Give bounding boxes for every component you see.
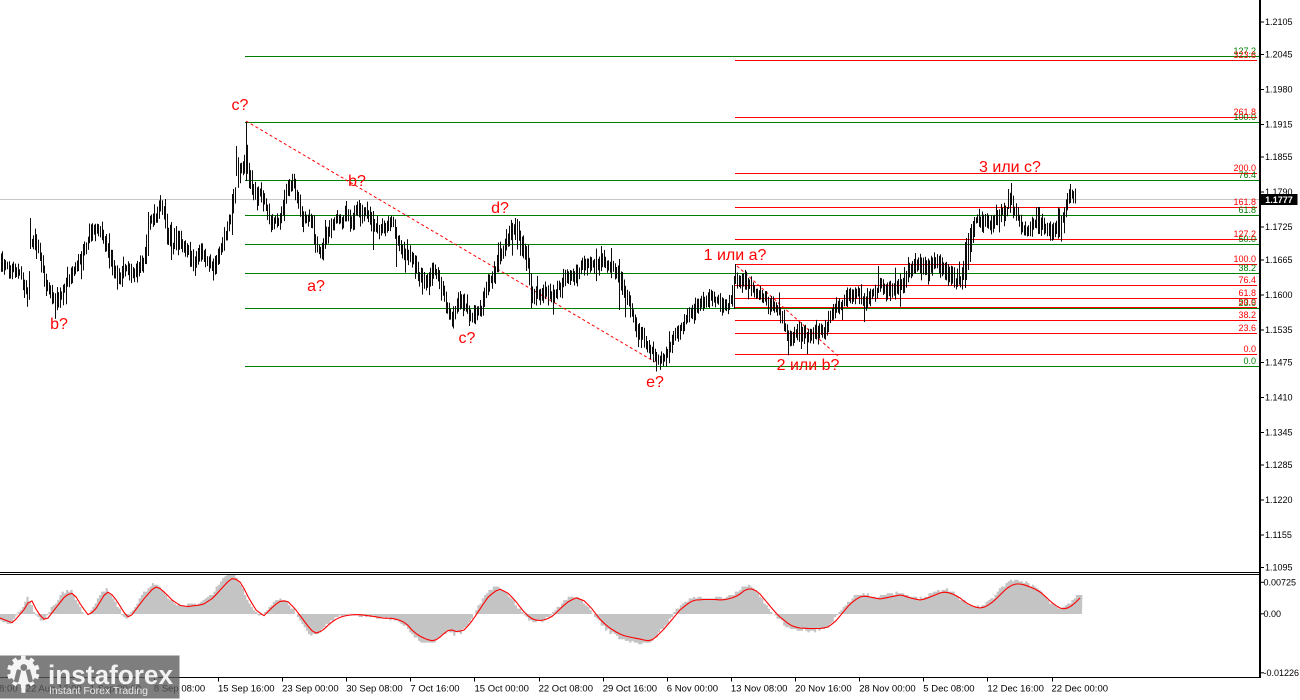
svg-text:100.0: 100.0 — [1233, 112, 1256, 122]
svg-text:261.8: 261.8 — [1233, 107, 1256, 117]
svg-text:b?: b? — [348, 173, 366, 190]
svg-text:1.2105: 1.2105 — [1265, 17, 1293, 27]
svg-text:50.0: 50.0 — [1238, 297, 1256, 307]
svg-text:0.00: 0.00 — [1264, 609, 1282, 619]
svg-text:23.6: 23.6 — [1238, 298, 1256, 308]
svg-text:29 Oct 16:00: 29 Oct 16:00 — [603, 684, 657, 695]
svg-text:22 Dec 00:00: 22 Dec 00:00 — [1052, 684, 1109, 695]
svg-text:c?: c? — [459, 330, 476, 347]
svg-text:0.0: 0.0 — [1243, 344, 1256, 354]
svg-text:76.4: 76.4 — [1238, 170, 1256, 180]
svg-text:1.1285: 1.1285 — [1265, 460, 1293, 470]
svg-text:0.0: 0.0 — [1243, 356, 1256, 366]
svg-text:1.1725: 1.1725 — [1265, 222, 1293, 232]
svg-text:61.8: 61.8 — [1238, 205, 1256, 215]
svg-text:1.1855: 1.1855 — [1265, 152, 1293, 162]
svg-text:30 Sep 08:00: 30 Sep 08:00 — [346, 684, 403, 695]
svg-text:instaforex: instaforex — [48, 660, 173, 690]
svg-text:c?: c? — [232, 97, 249, 114]
svg-text:127.2: 127.2 — [1233, 229, 1256, 239]
svg-text:50.0: 50.0 — [1238, 234, 1256, 244]
svg-text:1.1345: 1.1345 — [1265, 428, 1293, 438]
svg-text:127.2: 127.2 — [1233, 46, 1256, 56]
svg-text:3 или c?: 3 или c? — [979, 159, 1041, 176]
svg-text:1 или a?: 1 или a? — [704, 247, 767, 264]
svg-text:61.8: 61.8 — [1238, 288, 1256, 298]
svg-text:1.1475: 1.1475 — [1265, 358, 1293, 368]
svg-text:38.2: 38.2 — [1238, 310, 1256, 320]
svg-text:200.0: 200.0 — [1233, 163, 1256, 173]
svg-text:1.1095: 1.1095 — [1265, 563, 1293, 573]
svg-text:15 Sep 16:00: 15 Sep 16:00 — [218, 684, 275, 695]
svg-text:d?: d? — [491, 200, 509, 217]
svg-text:161.8: 161.8 — [1233, 197, 1256, 207]
svg-text:1.1665: 1.1665 — [1265, 255, 1293, 265]
svg-text:13 Nov 08:00: 13 Nov 08:00 — [731, 684, 788, 695]
svg-text:a?: a? — [307, 278, 325, 295]
svg-text:-0.01226: -0.01226 — [1264, 668, 1300, 678]
svg-text:38.2: 38.2 — [1238, 263, 1256, 273]
svg-text:1.1980: 1.1980 — [1265, 85, 1293, 95]
svg-text:1.1410: 1.1410 — [1265, 393, 1293, 403]
svg-text:8 Sep 08:00: 8 Sep 08:00 — [154, 684, 205, 695]
svg-text:0.00725: 0.00725 — [1264, 578, 1297, 588]
svg-text:1.1535: 1.1535 — [1265, 325, 1293, 335]
svg-text:1.1220: 1.1220 — [1265, 495, 1293, 505]
svg-text:e?: e? — [646, 374, 664, 391]
svg-text:b?: b? — [50, 316, 68, 333]
svg-text:2 или b?: 2 или b? — [777, 357, 840, 374]
svg-text:23 Sep 00:00: 23 Sep 00:00 — [282, 684, 339, 695]
svg-text:1.1915: 1.1915 — [1265, 120, 1293, 130]
svg-text:1.1777: 1.1777 — [1265, 195, 1293, 205]
svg-text:20 Nov 16:00: 20 Nov 16:00 — [795, 684, 852, 695]
svg-text:323.6: 323.6 — [1233, 50, 1256, 60]
svg-text:12 Dec 16:00: 12 Dec 16:00 — [987, 684, 1044, 695]
svg-text:6 Nov 00:00: 6 Nov 00:00 — [667, 684, 718, 695]
svg-text:22 Oct 08:00: 22 Oct 08:00 — [539, 684, 593, 695]
svg-text:Instant Forex Trading: Instant Forex Trading — [49, 686, 148, 697]
svg-text:76.4: 76.4 — [1238, 275, 1256, 285]
svg-text:1.1600: 1.1600 — [1265, 290, 1293, 300]
svg-text:1.1790: 1.1790 — [1265, 187, 1293, 197]
svg-text:7 Oct 16:00: 7 Oct 16:00 — [410, 684, 459, 695]
svg-text:100.0: 100.0 — [1233, 254, 1256, 264]
svg-text:28 Nov 00:00: 28 Nov 00:00 — [859, 684, 916, 695]
svg-text:23.6: 23.6 — [1238, 323, 1256, 333]
svg-text:5 Dec 08:00: 5 Dec 08:00 — [923, 684, 974, 695]
svg-text:1.1155: 1.1155 — [1265, 530, 1292, 540]
svg-text:1.2045: 1.2045 — [1265, 50, 1293, 60]
svg-text:15 Oct 00:00: 15 Oct 00:00 — [475, 684, 529, 695]
